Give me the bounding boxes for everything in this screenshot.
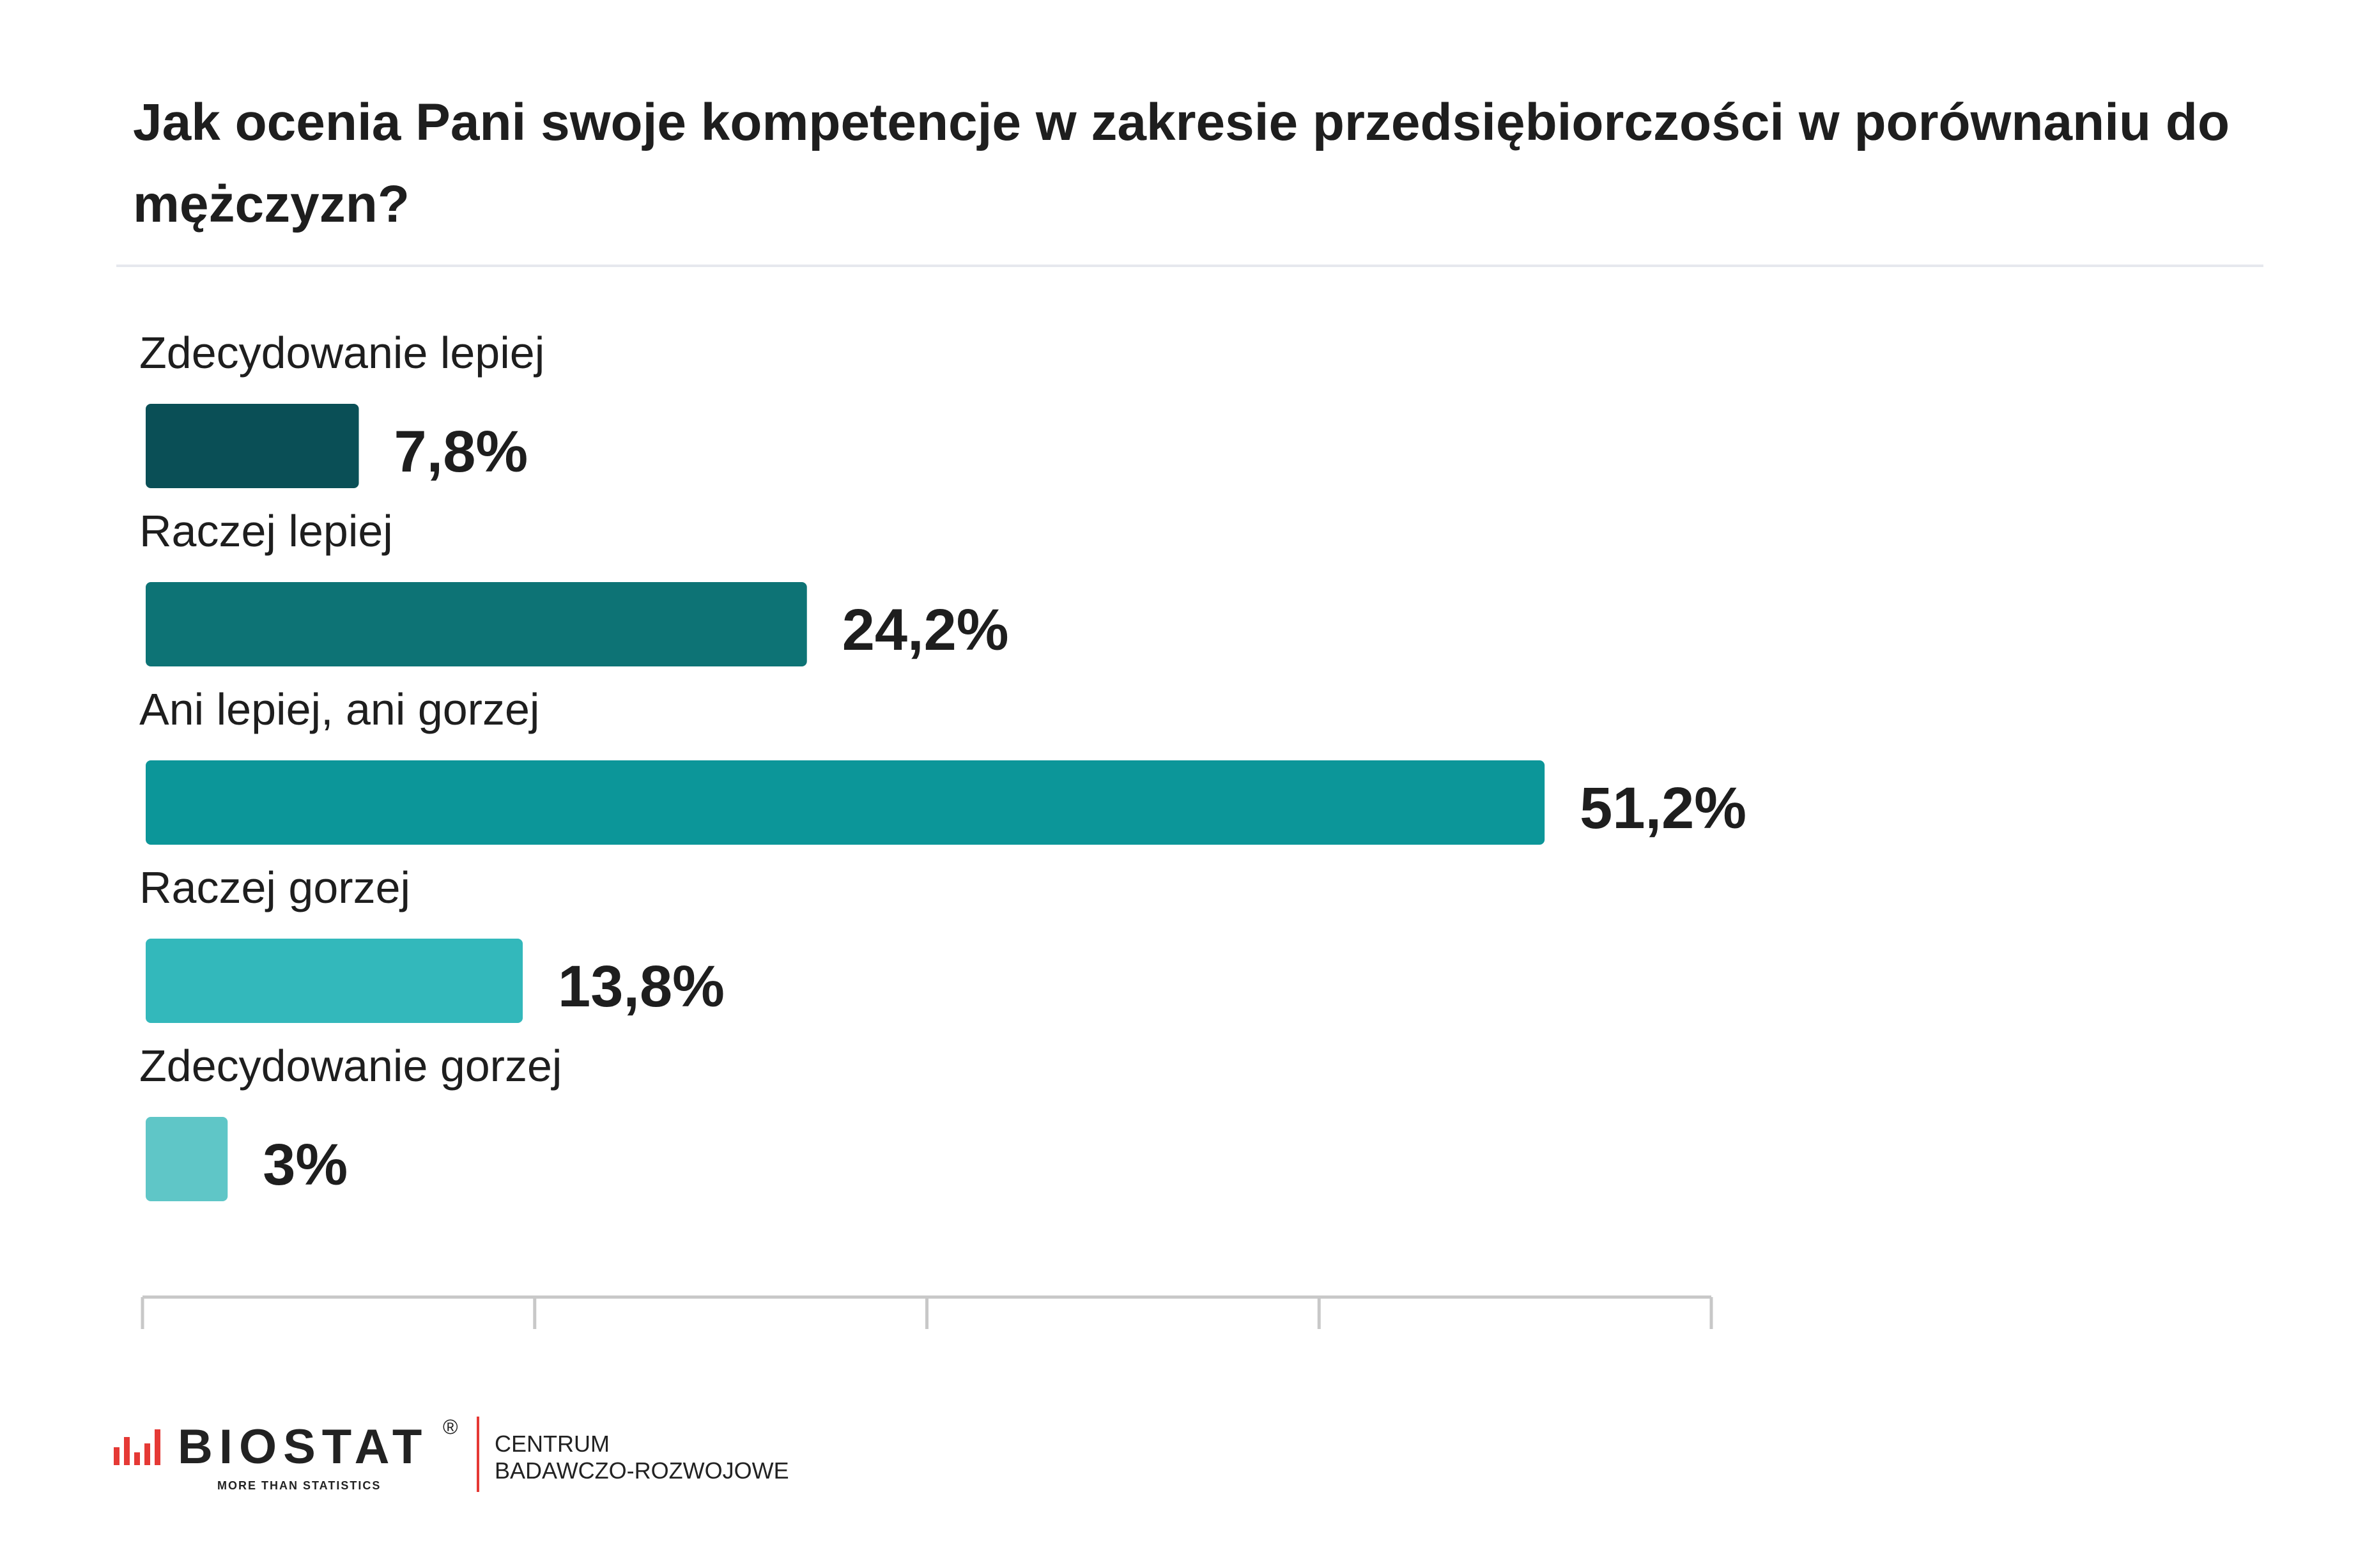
registered-mark: ® — [443, 1415, 458, 1438]
value-label: 3% — [263, 1132, 348, 1197]
category-label: Ani lepiej, ani gorzej — [139, 684, 539, 734]
bar — [146, 1117, 228, 1201]
category-label: Zdecydowanie gorzej — [139, 1041, 562, 1091]
value-label: 7,8% — [394, 419, 528, 484]
category-label: Raczej lepiej — [139, 506, 393, 556]
brand-tagline: MORE THAN STATISTICS — [217, 1479, 381, 1492]
bars-layer: Zdecydowanie lepiej 7,8%Raczej lepiej 24,2… — [139, 328, 1746, 1201]
bar — [146, 582, 807, 666]
category-label: Raczej gorzej — [139, 863, 410, 912]
value-label: 24,2% — [842, 597, 1009, 663]
organization-name: CENTRUM BADAWCZO-ROZWOJOWE — [495, 1431, 789, 1484]
chart-title: Jak ocenia Pani swoje kompetencje w zakr… — [133, 93, 2230, 233]
title-divider — [116, 265, 2263, 267]
bar — [146, 404, 359, 488]
category-label: Zdecydowanie lepiej — [139, 328, 544, 378]
organization-line-1: CENTRUM — [495, 1431, 610, 1457]
brand-name: BIOSTAT — [178, 1420, 429, 1474]
organization-line-2: BADAWCZO-ROZWOJOWE — [495, 1457, 789, 1484]
bar — [146, 939, 523, 1023]
footer-separator — [477, 1417, 479, 1492]
logo-bars-icon — [114, 1429, 160, 1465]
value-label: 13,8% — [558, 954, 725, 1019]
x-axis — [141, 1295, 1713, 1329]
bar-chart: Zdecydowanie lepiej 7,8%Raczej lepiej 24,2… — [139, 328, 1746, 1329]
bar — [146, 760, 1545, 845]
value-label: 51,2% — [1580, 776, 1746, 841]
